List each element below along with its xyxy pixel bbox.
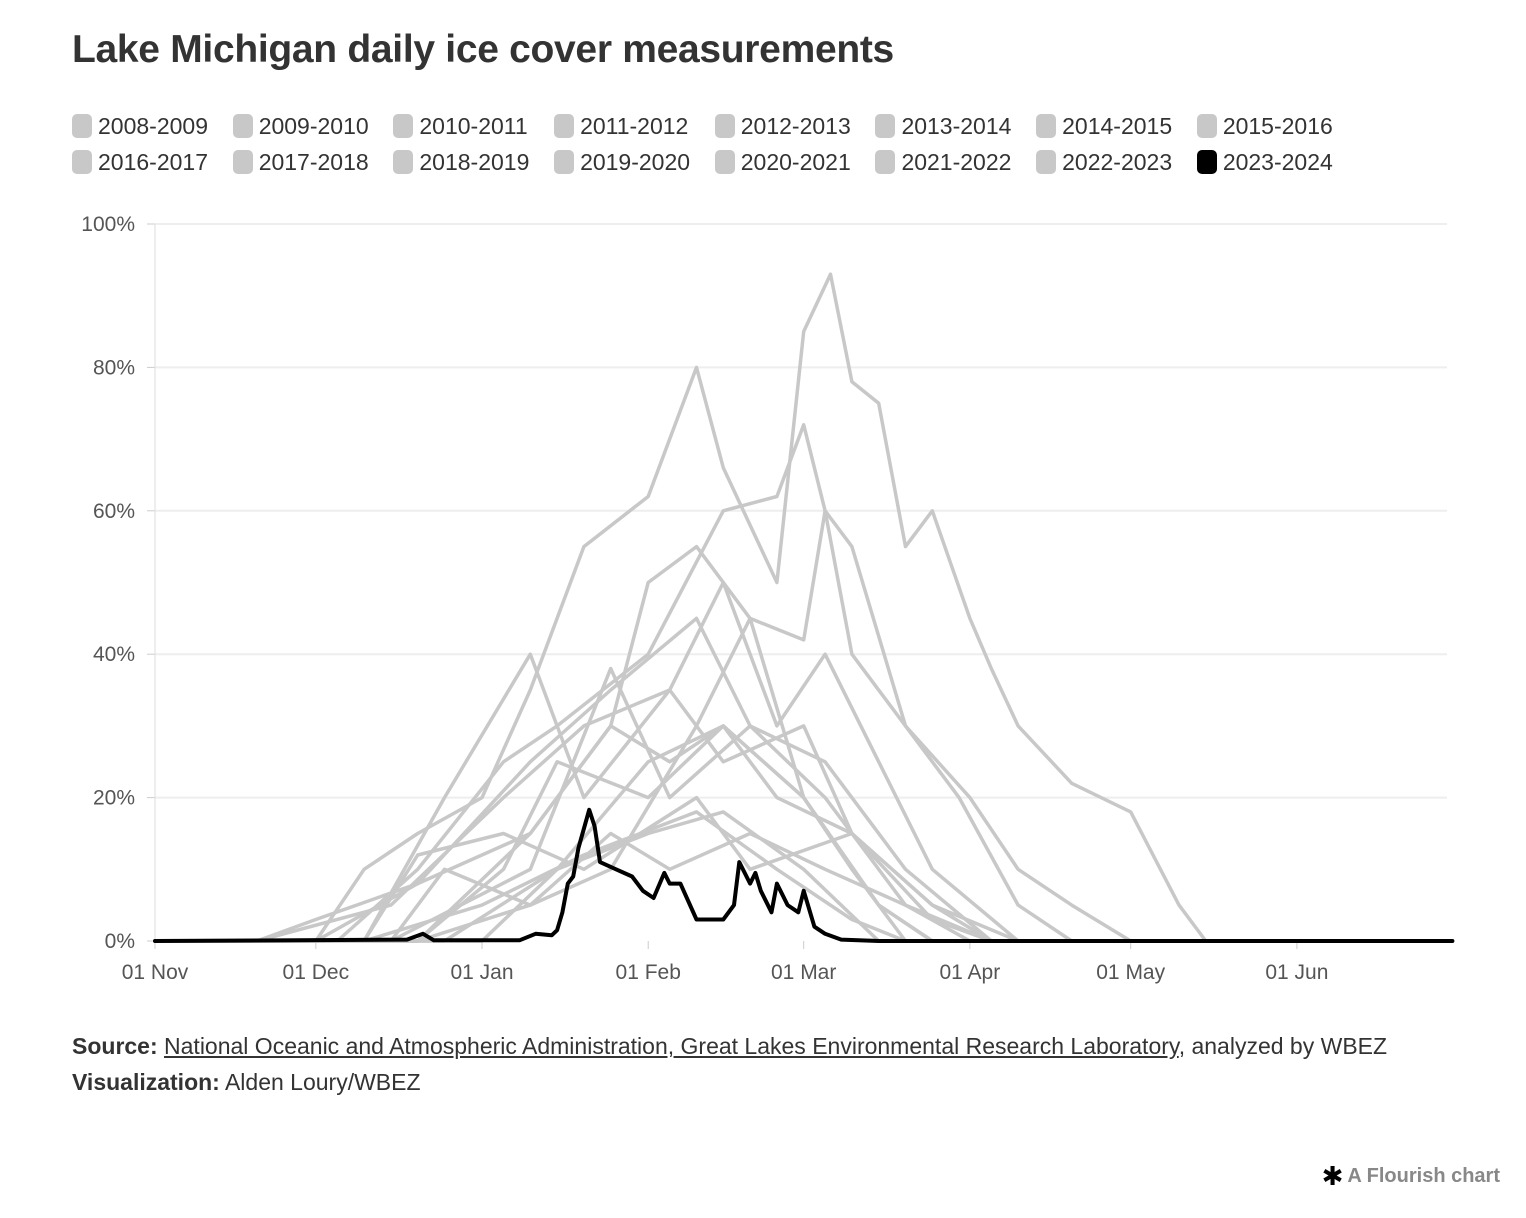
y-tick-label: 100% bbox=[81, 213, 135, 236]
legend-swatch bbox=[72, 114, 92, 138]
legend-item[interactable]: 2010-2011 bbox=[393, 113, 554, 139]
legend-label: 2008-2009 bbox=[98, 112, 208, 139]
legend-label: 2011-2012 bbox=[580, 112, 689, 139]
legend-swatch bbox=[1036, 150, 1057, 174]
legend-swatch bbox=[714, 114, 735, 138]
chart-title: Lake Michigan daily ice cover measuremen… bbox=[72, 28, 894, 71]
legend-label: 2015-2016 bbox=[1222, 112, 1333, 139]
series-line-2011-2012[interactable] bbox=[153, 810, 1449, 943]
source-label: Source: bbox=[72, 1033, 158, 1059]
legend-swatch bbox=[1196, 150, 1217, 174]
legend-label: 2016-2017 bbox=[98, 148, 208, 175]
legend-swatch bbox=[393, 150, 414, 174]
series-line-2023-2024[interactable] bbox=[153, 807, 1455, 943]
y-tick-label: 60% bbox=[93, 500, 135, 523]
legend-label: 2020-2021 bbox=[740, 148, 851, 175]
series-line-2022-2023[interactable] bbox=[153, 831, 1449, 943]
legend-item[interactable]: 2009-2010 bbox=[232, 112, 394, 139]
footer: Source: National Oceanic and Atmospheric… bbox=[72, 1028, 1492, 1100]
series-line-2012-2013[interactable] bbox=[153, 666, 1449, 943]
legend-item[interactable]: 2019-2020 bbox=[554, 149, 715, 175]
legend-label: 2009-2010 bbox=[258, 112, 369, 139]
series-line-2020-2021[interactable] bbox=[153, 616, 1449, 943]
flourish-text: A Flourish chart bbox=[1347, 1165, 1500, 1187]
legend-label: 2017-2018 bbox=[258, 148, 369, 175]
legend: 2008-2009 2009-2010 2010-2011 2011-2012 2012… bbox=[72, 113, 1452, 175]
series-line-2021-2022[interactable] bbox=[153, 724, 1449, 943]
visualization-credit: Alden Loury/WBEZ bbox=[224, 1069, 421, 1095]
x-tick-label: 01 Feb bbox=[616, 961, 681, 984]
legend-label: 2018-2019 bbox=[419, 148, 530, 175]
legend-item[interactable]: 2018-2019 bbox=[393, 149, 554, 175]
legend-item[interactable]: 2016-2017 bbox=[72, 149, 233, 175]
y-tick-label: 20% bbox=[93, 787, 135, 810]
legend-item[interactable]: 2021-2022 bbox=[875, 149, 1036, 175]
legend-swatch bbox=[875, 150, 896, 174]
legend-swatch bbox=[232, 150, 253, 174]
legend-item[interactable]: 2012-2013 bbox=[714, 112, 876, 139]
chart-svg: 0% 20% 40% 60% 80% 100% 01 Nov 01 Dec 01 Jan 01 … bbox=[81, 213, 1455, 984]
legend-label: 2023-2024 bbox=[1222, 148, 1333, 175]
x-tick-label: 01 May bbox=[1096, 961, 1165, 984]
legend-item[interactable]: 2008-2009 bbox=[72, 113, 233, 139]
x-tick-label: 01 Dec bbox=[283, 961, 350, 984]
x-tick-label: 01 Jan bbox=[450, 961, 513, 984]
legend-label: 2012-2013 bbox=[740, 112, 851, 139]
visualization-label: Visualization: bbox=[72, 1069, 220, 1095]
legend-item[interactable]: 2015-2016 bbox=[1196, 112, 1358, 139]
series-line-2014-2015[interactable] bbox=[153, 423, 1449, 943]
legend-label: 2013-2014 bbox=[901, 112, 1012, 139]
legend-swatch bbox=[875, 114, 896, 138]
asterisk-icon: ✱ bbox=[1321, 1161, 1344, 1191]
legend-label: 2019-2020 bbox=[580, 148, 691, 175]
source-suffix: , analyzed by WBEZ bbox=[1178, 1033, 1388, 1059]
series-line-2019-2020[interactable] bbox=[153, 810, 1449, 943]
legend-label: 2014-2015 bbox=[1062, 112, 1173, 139]
series-line-2013-2014[interactable] bbox=[153, 272, 1449, 943]
legend-item[interactable]: 2014-2015 bbox=[1036, 113, 1197, 139]
y-tick-label: 0% bbox=[105, 930, 135, 953]
legend-label: 2010-2011 bbox=[419, 112, 528, 139]
legend-item[interactable]: 2020-2021 bbox=[714, 148, 876, 175]
y-tick-label: 40% bbox=[93, 643, 135, 666]
legend-item[interactable]: 2022-2023 bbox=[1036, 149, 1197, 175]
x-tick-label: 01 Apr bbox=[940, 961, 1001, 984]
legend-label: 2021-2022 bbox=[901, 148, 1012, 175]
series-line-2016-2017[interactable] bbox=[153, 795, 1449, 943]
y-tick-label: 80% bbox=[93, 356, 135, 379]
flourish-badge[interactable]: ✱ A Flourish chart bbox=[1322, 1161, 1500, 1192]
legend-swatch bbox=[1196, 114, 1217, 138]
legend-swatch bbox=[714, 150, 735, 174]
legend-label: 2022-2023 bbox=[1062, 148, 1173, 175]
legend-swatch bbox=[554, 150, 575, 174]
x-tick-label: 01 Jun bbox=[1265, 961, 1328, 984]
legend-swatch bbox=[72, 150, 92, 174]
x-tick-label: 01 Mar bbox=[771, 961, 836, 984]
legend-item[interactable]: 2011-2012 bbox=[554, 113, 715, 139]
legend-item[interactable]: 2017-2018 bbox=[232, 148, 394, 175]
legend-swatch bbox=[232, 114, 253, 138]
legend-swatch bbox=[1036, 114, 1057, 138]
legend-swatch bbox=[393, 114, 414, 138]
source-link[interactable]: National Oceanic and Atmospheric Adminis… bbox=[164, 1033, 1179, 1059]
legend-swatch bbox=[554, 114, 575, 138]
legend-item[interactable]: 2013-2014 bbox=[875, 113, 1036, 139]
x-tick-label: 01 Nov bbox=[122, 961, 189, 984]
legend-item[interactable]: 2023-2024 bbox=[1196, 148, 1358, 175]
